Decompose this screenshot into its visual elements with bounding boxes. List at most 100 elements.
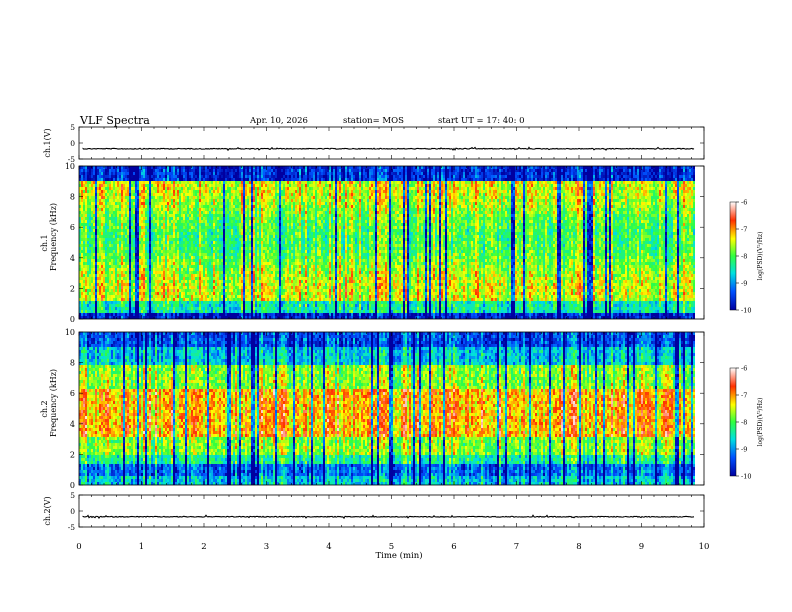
heatmap-cell <box>181 274 183 277</box>
heatmap-cell <box>191 253 193 256</box>
heatmap-cell <box>247 169 249 172</box>
heatmap-cell <box>83 190 85 193</box>
heatmap-cell <box>227 217 229 220</box>
heatmap-cell <box>115 274 117 277</box>
heatmap-cell <box>201 304 203 307</box>
heatmap-cell <box>155 229 157 232</box>
heatmap-cell <box>209 235 211 238</box>
heatmap-cell <box>177 169 179 172</box>
heatmap-cell <box>113 220 115 223</box>
heatmap-cell <box>231 313 233 316</box>
heatmap-cell <box>269 238 271 241</box>
heatmap-cell <box>95 193 97 196</box>
heatmap-cell <box>181 175 183 178</box>
heatmap-cell <box>173 205 175 208</box>
heatmap-cell <box>221 187 223 190</box>
heatmap-cell <box>143 244 145 247</box>
heatmap-cell <box>221 280 223 283</box>
heatmap-cell <box>103 304 105 307</box>
heatmap-cell <box>229 298 231 301</box>
heatmap-cell <box>161 229 163 232</box>
heatmap-cell <box>83 232 85 235</box>
heatmap-cell <box>127 205 129 208</box>
heatmap-cell <box>203 295 205 298</box>
heatmap-cell <box>235 301 237 304</box>
heatmap-cell <box>253 208 255 211</box>
heatmap-cell <box>119 292 121 295</box>
heatmap-cell <box>107 286 109 289</box>
heatmap-cell <box>257 193 259 196</box>
heatmap-cell <box>243 316 245 319</box>
heatmap-cell <box>157 268 159 271</box>
heatmap-cell <box>193 169 195 172</box>
heatmap-cell <box>89 283 91 286</box>
heatmap-cell <box>267 247 269 250</box>
heatmap-cell <box>151 310 153 313</box>
heatmap-cell <box>95 220 97 223</box>
heatmap-cell <box>113 289 115 292</box>
heatmap-cell <box>235 214 237 217</box>
heatmap-cell <box>135 184 137 187</box>
heatmap-cell <box>243 184 245 187</box>
heatmap-cell <box>125 310 127 313</box>
heatmap-cell <box>233 313 235 316</box>
heatmap-cell <box>207 184 209 187</box>
heatmap-cell <box>223 244 225 247</box>
heatmap-cell <box>231 256 233 259</box>
heatmap-cell <box>167 181 169 184</box>
heatmap-cell <box>99 223 101 226</box>
heatmap-cell <box>185 253 187 256</box>
heatmap-cell <box>135 262 137 265</box>
heatmap-cell <box>205 250 207 253</box>
heatmap-cell <box>213 271 215 274</box>
heatmap-cell <box>197 253 199 256</box>
heatmap-cell <box>159 301 161 304</box>
heatmap-cell <box>189 181 191 184</box>
heatmap-cell <box>83 235 85 238</box>
heatmap-cell <box>239 172 241 175</box>
heatmap-cell <box>195 250 197 253</box>
heatmap-cell <box>141 181 143 184</box>
heatmap-cell <box>175 214 177 217</box>
heatmap-cell <box>259 241 261 244</box>
heatmap-cell <box>215 232 217 235</box>
heatmap-cell <box>197 286 199 289</box>
heatmap-cell <box>161 181 163 184</box>
heatmap-cell <box>189 250 191 253</box>
heatmap-cell <box>205 304 207 307</box>
heatmap-cell <box>167 214 169 217</box>
heatmap-cell <box>235 199 237 202</box>
heatmap-cell <box>245 301 247 304</box>
heatmap-cell <box>193 304 195 307</box>
heatmap-cell <box>167 301 169 304</box>
heatmap-cell <box>159 253 161 256</box>
heatmap-cell <box>229 229 231 232</box>
heatmap-cell <box>145 238 147 241</box>
heatmap-cell <box>237 280 239 283</box>
heatmap-cell <box>85 295 87 298</box>
heatmap-cell <box>147 202 149 205</box>
heatmap-cell <box>121 193 123 196</box>
heatmap-cell <box>135 295 137 298</box>
heatmap-cell <box>195 205 197 208</box>
heatmap-cell <box>161 310 163 313</box>
heatmap-cell <box>105 223 107 226</box>
heatmap-cell <box>267 217 269 220</box>
heatmap-cell <box>169 253 171 256</box>
heatmap-cell <box>201 217 203 220</box>
heatmap-cell <box>145 277 147 280</box>
heatmap-cell <box>111 244 113 247</box>
heatmap-cell <box>113 244 115 247</box>
heatmap-cell <box>205 307 207 310</box>
heatmap-cell <box>259 268 261 271</box>
heatmap-cell <box>167 184 169 187</box>
heatmap-cell <box>133 280 135 283</box>
heatmap-cell <box>155 175 157 178</box>
heatmap-cell <box>99 202 101 205</box>
heatmap-cell <box>201 193 203 196</box>
heatmap-cell <box>89 178 91 181</box>
heatmap-cell <box>155 250 157 253</box>
heatmap-cell <box>189 199 191 202</box>
heatmap-cell <box>247 313 249 316</box>
heatmap-cell <box>135 286 137 289</box>
